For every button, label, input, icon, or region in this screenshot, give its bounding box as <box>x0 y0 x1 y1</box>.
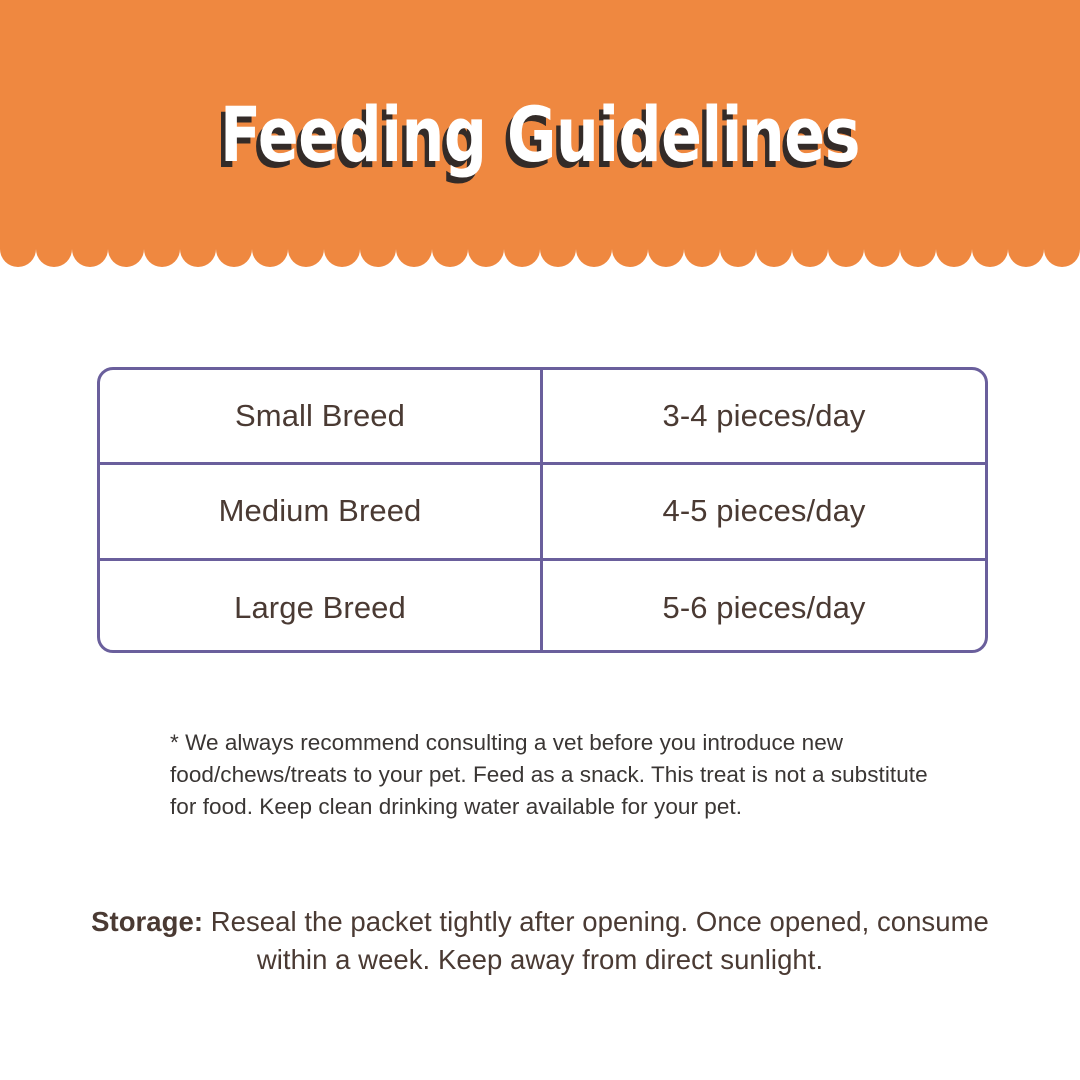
storage-body-text: Reseal the packet tightly after opening.… <box>203 906 989 975</box>
table-row: Large Breed 5-6 pieces/day <box>100 560 985 650</box>
page-title: Feeding Guidelines <box>219 90 861 179</box>
table-cell-breed: Large Breed <box>100 560 543 650</box>
table-cell-breed: Medium Breed <box>100 465 543 558</box>
table-row: Small Breed 3-4 pieces/day <box>100 370 985 466</box>
table-cell-amount: 4-5 pieces/day <box>662 493 866 529</box>
storage-note: Storage: Reseal the packet tightly after… <box>70 903 1010 979</box>
table-cell-breed: Small Breed <box>100 370 543 463</box>
feeding-guidelines-table: Small Breed 3-4 pieces/day Medium Breed … <box>97 367 988 653</box>
table-cell-amount: 5-6 pieces/day <box>662 590 866 626</box>
disclaimer-text: * We always recommend consulting a vet b… <box>170 730 928 819</box>
table-row: Medium Breed 4-5 pieces/day <box>100 465 985 561</box>
scallop-shape <box>0 249 1080 267</box>
scalloped-edge-decoration <box>0 249 1080 271</box>
header-band: Feeding Guidelines <box>0 0 1080 249</box>
storage-label: Storage: <box>91 906 204 937</box>
table-cell-amount: 3-4 pieces/day <box>662 398 866 434</box>
